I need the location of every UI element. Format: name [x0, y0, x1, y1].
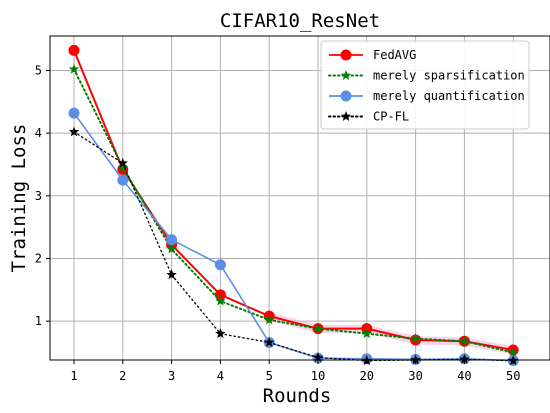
data-point: [117, 157, 129, 168]
data-point: [166, 243, 177, 254]
data-point: [361, 328, 373, 339]
x-tick-label: 1: [70, 369, 77, 383]
data-point: [410, 333, 421, 344]
legend-item: merely sparsification: [328, 69, 525, 83]
legend-box: [320, 40, 530, 130]
series-group: [68, 44, 519, 367]
x-tick-label: 4: [217, 369, 224, 383]
series-line: [73, 112, 514, 362]
series-cp-fl: [68, 126, 519, 366]
legend-label: merely quantification: [373, 89, 525, 103]
grid: [50, 36, 550, 360]
data-point: [459, 353, 470, 364]
series-merely-quantification: [68, 107, 519, 367]
series-merely-sparsification: [68, 63, 519, 357]
y-tick-label: 3: [35, 189, 42, 203]
chart-title: CIFAR10_ResNet: [220, 10, 380, 32]
x-tick-label: 30: [408, 369, 422, 383]
y-tick-label: 5: [35, 63, 42, 77]
data-point: [340, 90, 352, 102]
x-tick-label: 40: [457, 369, 471, 383]
data-point: [410, 354, 421, 365]
data-point: [68, 63, 80, 74]
data-point: [68, 44, 80, 56]
legend-label: CP-FL: [373, 110, 409, 124]
legend-item: FedAVG: [329, 48, 416, 62]
legend: FedAVG merely sparsification merely quanti…: [320, 40, 530, 130]
legend-item: CP-FL: [328, 110, 409, 124]
data-point: [68, 126, 80, 137]
x-axis-title: Rounds: [263, 385, 332, 407]
data-point: [166, 234, 178, 246]
data-point: [312, 323, 324, 334]
y-axis-title: Training Loss: [8, 124, 30, 273]
data-point: [312, 351, 324, 362]
data-point: [263, 336, 275, 347]
x-tick-label: 50: [506, 369, 520, 383]
data-point: [215, 328, 226, 339]
data-point: [507, 346, 519, 357]
legend-item: merely quantification: [329, 89, 525, 103]
data-point: [68, 107, 80, 119]
x-tick-label: 20: [360, 369, 374, 383]
y-tick-label: 4: [35, 126, 42, 140]
x-tick-label: 5: [266, 369, 273, 383]
data-point: [340, 111, 352, 121]
series-line: [73, 68, 515, 354]
data-point: [166, 269, 177, 280]
x-tick-label: 2: [119, 369, 126, 383]
data-point: [117, 162, 129, 173]
legend-label: FedAVG: [373, 48, 416, 62]
y-tick-label: 1: [35, 314, 42, 328]
x-tick-label: 10: [311, 369, 325, 383]
data-point: [340, 49, 352, 61]
data-point: [340, 70, 352, 80]
legend-label: merely sparsification: [373, 69, 525, 83]
data-point: [117, 174, 129, 186]
y-tick-label: 2: [35, 251, 42, 265]
plot-frame: [49, 35, 550, 361]
x-tick-label: 3: [168, 369, 175, 383]
x-axis: 1 2 3 4 5 10 20 30 40 50: [70, 360, 520, 383]
y-axis: 1 2 3 4 5: [35, 63, 50, 328]
data-point: [214, 259, 226, 271]
data-point: [215, 295, 226, 306]
data-point: [459, 335, 470, 346]
data-point: [263, 314, 275, 325]
